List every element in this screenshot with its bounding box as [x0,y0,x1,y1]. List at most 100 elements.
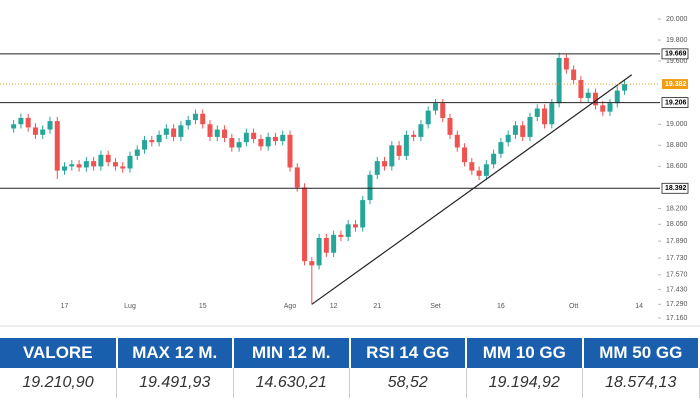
candle-body [69,164,75,167]
x-tick-label: 15 [199,303,207,310]
candle-body [163,128,169,135]
candle-body [352,224,358,228]
candle-body [607,103,613,112]
table-cell: 19.210,90 [0,368,117,398]
level-label: 19.206 [665,99,687,106]
x-tick-label: Set [430,303,441,310]
candle-body [32,127,38,135]
y-tick-label: 18.600 [666,163,688,170]
candle-body [622,84,628,91]
x-tick-label: 17 [61,303,69,310]
x-tick-label: Ott [569,303,578,310]
candle-body [563,57,569,70]
candle-body [134,149,140,156]
candle-body [389,145,395,167]
header-row: VALORE MAX 12 M. MIN 12 M. RSI 14 GG MM 10 G… [0,338,700,368]
candle-body [323,237,329,253]
candle-body [556,57,562,104]
candle-body [345,224,351,237]
y-tick-label: 19.000 [666,121,688,128]
candle-body [76,164,82,168]
candle-body [571,69,577,81]
level-box [661,97,689,108]
candle-body [585,92,591,98]
header-cell: MAX 12 M. [116,338,234,368]
candle-body [534,108,540,117]
candle-body [120,166,126,169]
x-tick-label: 21 [373,303,381,310]
level-box [661,182,689,194]
candle-body [243,132,249,143]
candle-body [62,166,68,171]
header-cell: MM 50 GG [582,338,700,368]
y-tick-label: 20.000 [666,16,688,23]
candle-body [272,136,278,142]
candle-body [403,134,409,156]
candle-body [512,125,518,135]
y-tick-label: 17.290 [666,301,688,308]
last-price-box [662,79,688,90]
candle-body [469,162,475,171]
table-cell: 18.574,13 [582,368,700,398]
candle-body [440,103,446,118]
candle-body [614,90,620,104]
candle-body [40,129,46,135]
y-tick-label: 18.200 [666,205,688,212]
y-tick-label: 19.800 [666,37,688,44]
candle-body [542,108,548,125]
level-label: 18.392 [665,185,687,192]
candle-body [592,92,598,106]
level-label: 19.669 [665,51,687,58]
candle-body [251,132,257,140]
candle-body [498,142,504,154]
candle-body [200,113,206,125]
candle-body [149,140,155,143]
candle-body [214,129,220,137]
candle-body [127,155,133,169]
candle-body [316,237,322,266]
x-tick-label: 14 [635,303,643,310]
candle-body [309,261,315,266]
header-cell: VALORE [0,338,118,368]
candle-body [294,167,300,188]
candle-body [411,134,417,137]
trendline [311,74,633,305]
candle-body [331,234,337,253]
header-cell: MIN 12 M. [233,338,351,368]
candle-body [447,117,453,135]
candle-body [505,134,511,143]
x-tick-label: 16 [497,303,505,310]
candle-body [185,120,191,126]
candle-body [207,124,213,137]
table-cell: 19.491,93 [116,368,234,398]
candle-body [265,136,271,147]
candle-body [432,103,438,111]
candle-body [280,134,286,142]
candle-body [462,147,468,163]
candle-body [156,134,162,143]
x-tick-label: Ago [284,303,297,310]
last-price-label: 19.382 [665,81,687,88]
candle-body [476,170,482,176]
candle-body [236,142,242,148]
candle-body [142,140,148,150]
candle-body [171,128,177,137]
candle-body [483,164,489,176]
y-tick-label: 17.160 [666,315,688,322]
candle-body [600,105,606,112]
y-tick-label: 19.600 [666,58,688,65]
candle-body [287,134,293,168]
candle-body [229,137,235,148]
header-cell: RSI 14 GG [349,338,467,368]
y-tick-label: 17.730 [666,255,688,262]
candle-body [258,139,264,147]
candle-body [578,80,584,98]
candle-body [222,129,228,138]
candle-body [425,110,431,125]
candle-body [338,234,344,237]
candle-body [112,162,118,167]
candle-body [527,116,533,137]
candle-body [178,125,184,137]
candle-body [382,161,388,167]
